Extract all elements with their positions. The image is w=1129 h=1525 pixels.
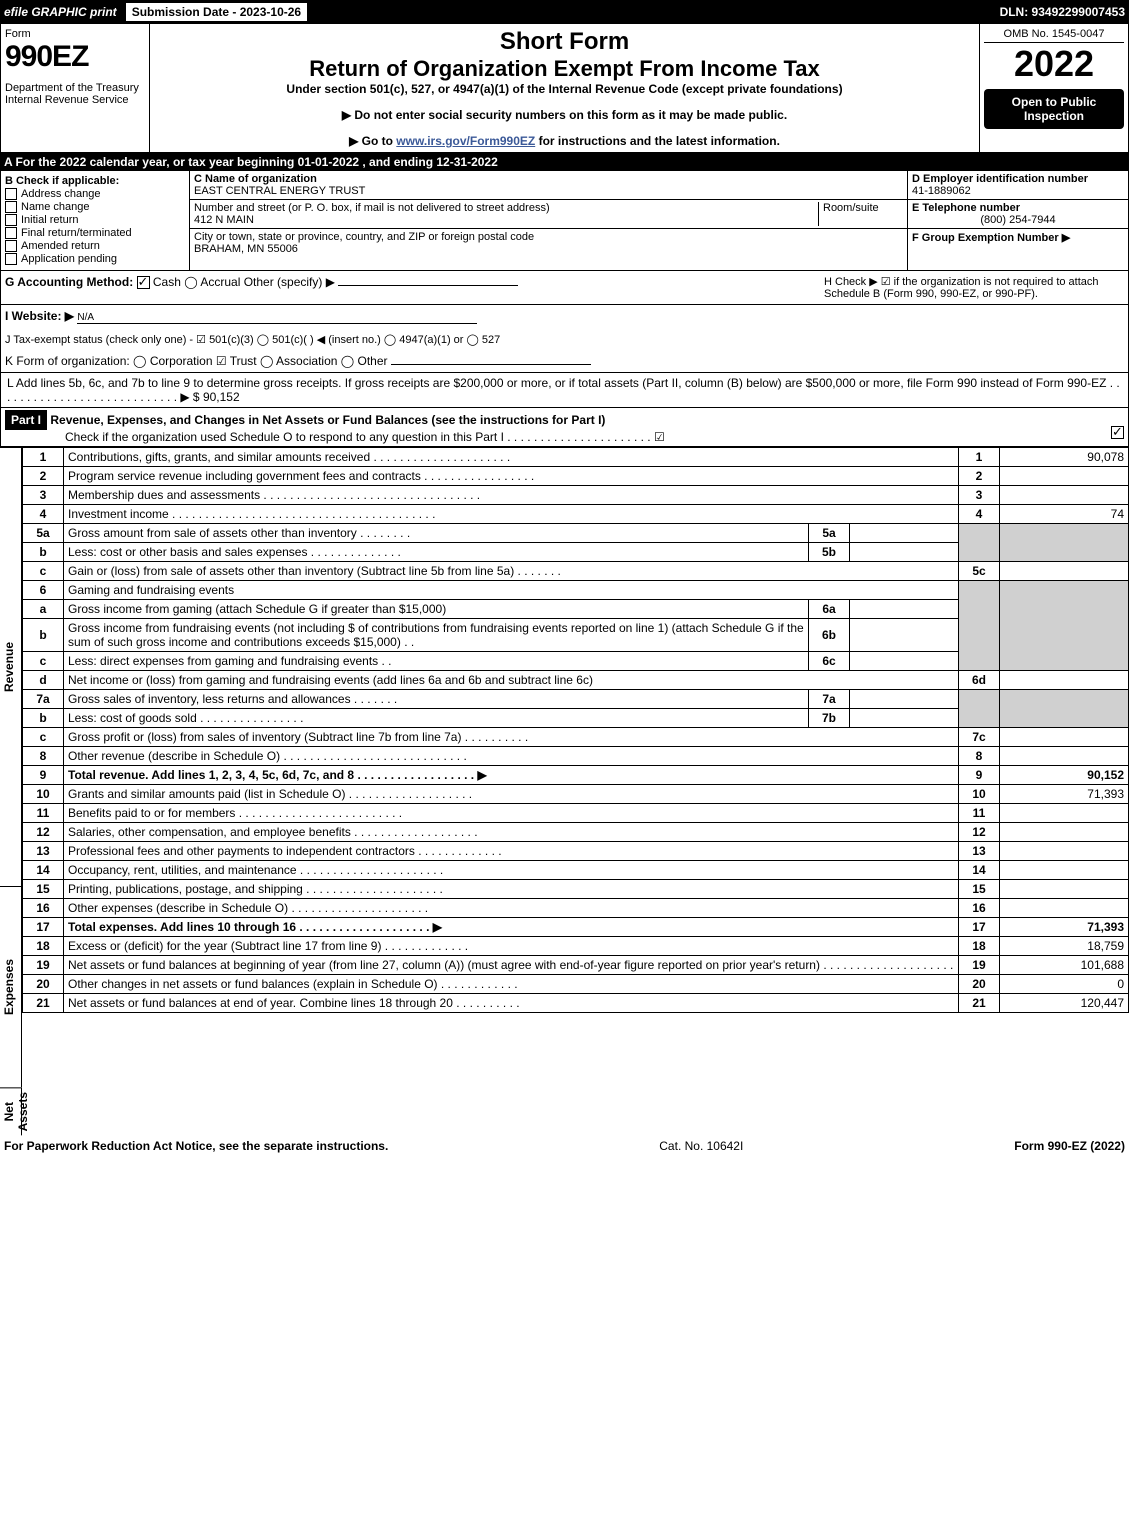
row-j: J Tax-exempt status (check only one) - ☑… — [0, 328, 1129, 350]
row-i: I Website: ▶ N/A — [0, 305, 1129, 328]
row-a-tax-year: A For the 2022 calendar year, or tax yea… — [0, 153, 1129, 171]
org-name: EAST CENTRAL ENERGY TRUST — [194, 185, 903, 197]
part-1-header: Part I Revenue, Expenses, and Changes in… — [0, 408, 1129, 447]
c-name-label: C Name of organization — [194, 173, 903, 185]
org-city: BRAHAM, MN 55006 — [194, 243, 903, 255]
line-5c: cGain or (loss) from sale of assets othe… — [23, 562, 1129, 581]
main-title: Return of Organization Exempt From Incom… — [154, 56, 975, 82]
line-2: 2Program service revenue including gover… — [23, 467, 1129, 486]
line-12: 12Salaries, other compensation, and empl… — [23, 823, 1129, 842]
form-number: 990EZ — [5, 40, 145, 74]
form-header: Form 990EZ Department of the Treasury In… — [0, 24, 1129, 153]
subtitle: Under section 501(c), 527, or 4947(a)(1)… — [154, 82, 975, 96]
addr-label: Number and street (or P. O. box, if mail… — [194, 202, 818, 214]
accounting-method-label: G Accounting Method: — [5, 275, 133, 289]
submission-date: Submission Date - 2023-10-26 — [125, 2, 308, 22]
open-to-public: Open to Public Inspection — [984, 89, 1124, 129]
dln: DLN: 93492299007453 — [1000, 5, 1125, 19]
ein-label: D Employer identification number — [912, 173, 1124, 185]
omb-number: OMB No. 1545-0047 — [984, 28, 1124, 43]
org-address: 412 N MAIN — [194, 214, 818, 226]
row-h: H Check ▶ ☑ if the organization is not r… — [824, 275, 1124, 300]
line-7c: cGross profit or (loss) from sales of in… — [23, 728, 1129, 747]
paperwork-notice: For Paperwork Reduction Act Notice, see … — [4, 1139, 388, 1153]
irs-link[interactable]: www.irs.gov/Form990EZ — [396, 134, 535, 148]
check-name-change[interactable]: Name change — [5, 201, 185, 213]
section-b-label: B Check if applicable: — [5, 175, 185, 187]
group-label: F Group Exemption Number ▶ — [912, 231, 1124, 244]
ein-value: 41-1889062 — [912, 185, 1124, 197]
revenue-label: Revenue — [0, 447, 22, 886]
tax-year: 2022 — [984, 43, 1124, 85]
line-20: 20Other changes in net assets or fund ba… — [23, 975, 1129, 994]
part-1-table: 1Contributions, gifts, grants, and simil… — [22, 447, 1129, 1013]
line-5a: 5aGross amount from sale of assets other… — [23, 524, 1129, 543]
check-application-pending[interactable]: Application pending — [5, 253, 185, 265]
top-bar: efile GRAPHIC print Submission Date - 20… — [0, 0, 1129, 24]
efile-label: efile GRAPHIC print — [4, 5, 117, 19]
expenses-label: Expenses — [0, 886, 22, 1087]
tel-value: (800) 254-7944 — [912, 214, 1124, 226]
line-15: 15Printing, publications, postage, and s… — [23, 880, 1129, 899]
cash-checkbox[interactable] — [137, 276, 150, 289]
check-initial-return[interactable]: Initial return — [5, 214, 185, 226]
form-id-footer: Form 990-EZ (2022) — [1014, 1139, 1125, 1153]
line-11: 11Benefits paid to or for members . . . … — [23, 804, 1129, 823]
check-amended-return[interactable]: Amended return — [5, 240, 185, 252]
line-21: 21Net assets or fund balances at end of … — [23, 994, 1129, 1013]
room-suite-label: Room/suite — [818, 202, 903, 226]
net-assets-label: Net Assets — [0, 1087, 22, 1135]
page-footer: For Paperwork Reduction Act Notice, see … — [0, 1135, 1129, 1157]
line-14: 14Occupancy, rent, utilities, and mainte… — [23, 861, 1129, 880]
org-info-grid: B Check if applicable: Address change Na… — [0, 171, 1129, 271]
short-form-title: Short Form — [154, 28, 975, 56]
line-18: 18Excess or (deficit) for the year (Subt… — [23, 937, 1129, 956]
line-3: 3Membership dues and assessments . . . .… — [23, 486, 1129, 505]
check-final-return[interactable]: Final return/terminated — [5, 227, 185, 239]
line-9: 9Total revenue. Add lines 1, 2, 3, 4, 5c… — [23, 766, 1129, 785]
part-1-label: Part I — [5, 410, 47, 430]
line-7a: 7aGross sales of inventory, less returns… — [23, 690, 1129, 709]
part-1-check: Check if the organization used Schedule … — [5, 430, 665, 444]
section-def: D Employer identification number 41-1889… — [907, 171, 1128, 270]
row-gh: G Accounting Method: Cash ◯ Accrual Othe… — [0, 271, 1129, 305]
line-10: 10Grants and similar amounts paid (list … — [23, 785, 1129, 804]
check-address-change[interactable]: Address change — [5, 188, 185, 200]
part-1-title: Revenue, Expenses, and Changes in Net As… — [50, 413, 605, 427]
city-label: City or town, state or province, country… — [194, 231, 903, 243]
cat-no: Cat. No. 10642I — [659, 1139, 743, 1153]
row-l: L Add lines 5b, 6c, and 7b to line 9 to … — [0, 373, 1129, 408]
line-16: 16Other expenses (describe in Schedule O… — [23, 899, 1129, 918]
goto-note: ▶ Go to www.irs.gov/Form990EZ for instru… — [154, 134, 975, 148]
section-b: B Check if applicable: Address change Na… — [1, 171, 190, 270]
line-13: 13Professional fees and other payments t… — [23, 842, 1129, 861]
ssn-note: ▶ Do not enter social security numbers o… — [154, 108, 975, 122]
line-1: 1Contributions, gifts, grants, and simil… — [23, 448, 1129, 467]
schedule-o-checkbox[interactable] — [1111, 426, 1124, 439]
website-value: N/A — [77, 312, 477, 324]
line-6: 6Gaming and fundraising events — [23, 581, 1129, 600]
dept-label: Department of the Treasury Internal Reve… — [5, 82, 145, 106]
section-c: C Name of organization EAST CENTRAL ENER… — [190, 171, 907, 270]
tel-label: E Telephone number — [912, 202, 1124, 214]
form-word: Form — [5, 28, 145, 40]
line-17: 17Total expenses. Add lines 10 through 1… — [23, 918, 1129, 937]
line-19: 19Net assets or fund balances at beginni… — [23, 956, 1129, 975]
line-6d: dNet income or (loss) from gaming and fu… — [23, 671, 1129, 690]
website-label: I Website: ▶ — [5, 309, 74, 323]
row-k: K Form of organization: ◯ Corporation ☑ … — [0, 350, 1129, 373]
form-of-organization: K Form of organization: ◯ Corporation ☑ … — [5, 354, 388, 368]
accounting-method-opts: Cash ◯ Accrual Other (specify) ▶ — [153, 275, 335, 289]
tax-exempt-status: J Tax-exempt status (check only one) - ☑… — [5, 334, 500, 346]
line-8: 8Other revenue (describe in Schedule O) … — [23, 747, 1129, 766]
line-4: 4Investment income . . . . . . . . . . .… — [23, 505, 1129, 524]
